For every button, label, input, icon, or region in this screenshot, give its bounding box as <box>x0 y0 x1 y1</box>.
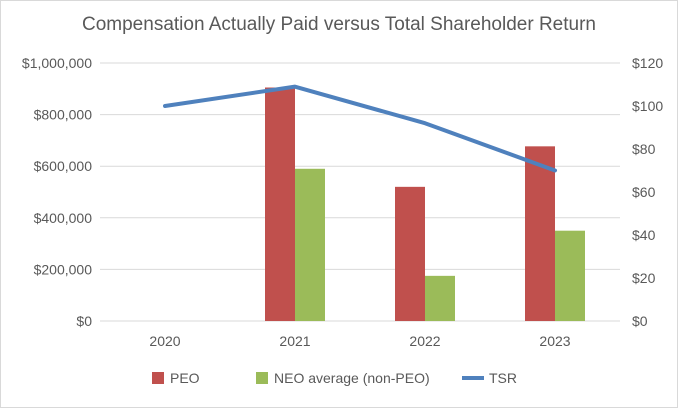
x-tick-label: 2022 <box>409 333 440 349</box>
x-tick-label: 2021 <box>279 333 310 349</box>
y-right-tick-label: $40 <box>632 227 656 243</box>
y-right-tick-label: $0 <box>632 313 648 329</box>
y-left-tick-label: $800,000 <box>34 107 93 123</box>
bar-peo <box>395 186 425 321</box>
bar-neo <box>425 275 455 321</box>
bar-peo <box>265 87 295 321</box>
y-right-tick-label: $100 <box>632 98 663 114</box>
y-left-tick-label: $600,000 <box>34 158 93 174</box>
legend-label-neo: NEO average (non-PEO) <box>274 370 430 386</box>
y-left-tick-label: $200,000 <box>34 261 93 277</box>
y-left-tick-label: $1,000,000 <box>22 55 92 71</box>
legend-swatch-peo <box>152 372 164 384</box>
y-right-tick-label: $120 <box>632 55 663 71</box>
y-left-tick-label: $400,000 <box>34 210 93 226</box>
y-left-tick-label: $0 <box>76 313 92 329</box>
legend-swatch-neo <box>256 372 268 384</box>
legend-label-peo: PEO <box>170 370 200 386</box>
line-tsr <box>163 84 557 173</box>
y-right-tick-label: $80 <box>632 141 656 157</box>
bar-peo <box>525 146 555 321</box>
x-tick-label: 2020 <box>149 333 180 349</box>
y-right-tick-label: $60 <box>632 184 656 200</box>
bar-neo <box>555 230 585 321</box>
chart-title: Compensation Actually Paid versus Total … <box>82 14 596 35</box>
x-tick-label: 2023 <box>539 333 570 349</box>
y-right-tick-label: $20 <box>632 270 656 286</box>
bar-neo <box>295 168 325 321</box>
legend-label-tsr: TSR <box>489 370 517 386</box>
